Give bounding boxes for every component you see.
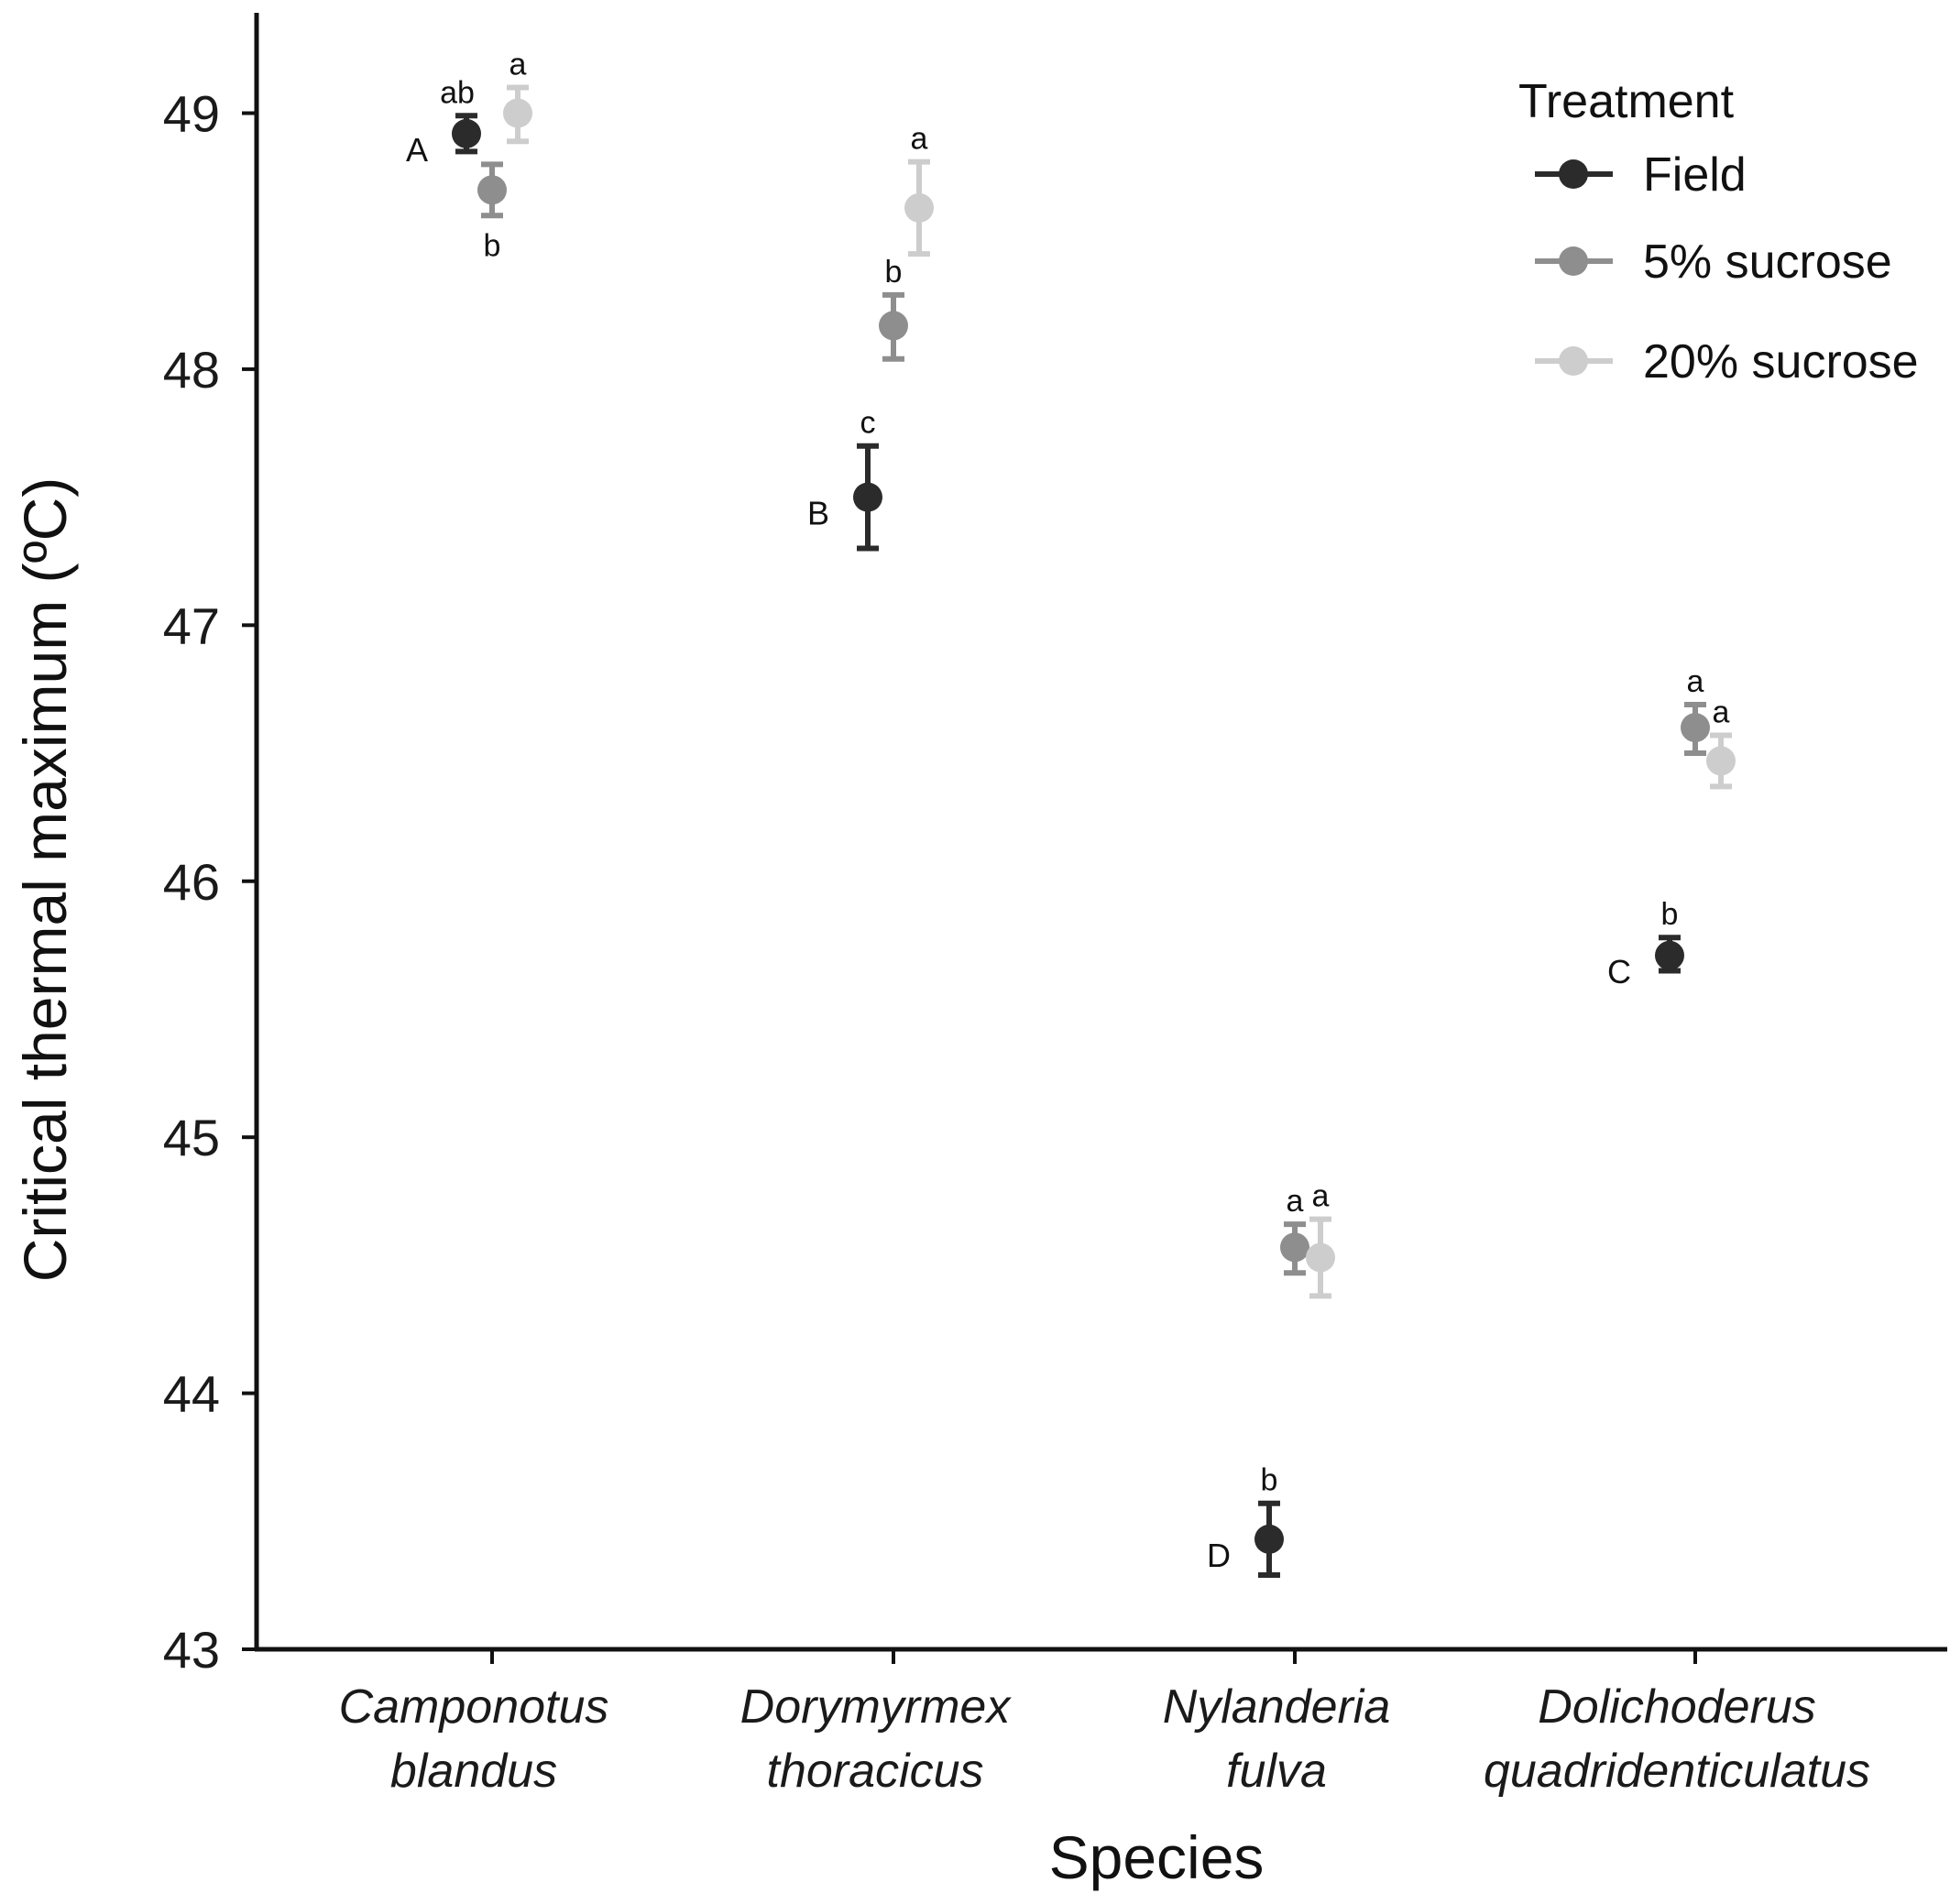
- x-tick-label: Dolichoderus: [1538, 1680, 1816, 1734]
- significance-letter: c: [860, 406, 876, 441]
- data-point: [1655, 940, 1684, 970]
- y-tick-label: 47: [163, 596, 220, 654]
- data-point: [1306, 1242, 1335, 1273]
- x-tick-label: Dorymyrmex: [740, 1680, 1013, 1734]
- legend-entries: Field 5% sucrose 20% sucrose: [1535, 148, 1919, 388]
- error-bars: [455, 84, 1732, 1578]
- data-point: [904, 192, 934, 223]
- significance-letter: a: [1687, 664, 1704, 699]
- x-axis-ticks: Camponotus blandus Dorymyrmex thoracicus Nyl…: [339, 1649, 1870, 1798]
- y-tick-label: 46: [163, 853, 220, 911]
- legend-title: Treatment: [1518, 75, 1735, 128]
- y-axis-title: Critical thermal maximum (ºC): [11, 477, 79, 1283]
- significance-letter: a: [911, 122, 928, 157]
- x-tick-label: blandus: [390, 1745, 557, 1798]
- data-point: [853, 482, 882, 512]
- significance-letter: b: [1261, 1463, 1278, 1498]
- species-group-letter: B: [807, 495, 829, 532]
- data-point: [879, 311, 908, 341]
- significance-letter: a: [509, 48, 527, 82]
- legend-label: 20% sucrose: [1643, 335, 1919, 388]
- significance-letter: a: [1312, 1179, 1330, 1214]
- significance-letter: b: [484, 228, 501, 263]
- legend-key-point: [1559, 159, 1588, 189]
- x-tick-label: quadridenticulatus: [1484, 1745, 1870, 1798]
- data-point: [1681, 713, 1710, 743]
- y-tick-label: 49: [163, 85, 220, 143]
- data-point: [503, 98, 532, 128]
- data-points: [452, 98, 1736, 1554]
- data-point: [1706, 746, 1736, 776]
- species-group-letter: A: [406, 131, 428, 169]
- x-axis-title: Species: [1049, 1823, 1265, 1891]
- y-tick-label: 48: [163, 341, 220, 399]
- y-tick-label: 45: [163, 1109, 220, 1166]
- species-group-letter: C: [1607, 953, 1631, 990]
- data-point: [477, 175, 507, 205]
- legend-label: 5% sucrose: [1643, 235, 1892, 289]
- significance-letter: ab: [440, 75, 475, 110]
- data-point: [1254, 1524, 1284, 1554]
- significance-letter: b: [1661, 897, 1679, 932]
- x-tick-label: Camponotus: [339, 1680, 609, 1734]
- y-axis-ticks: 43 44 45 46 47 48 49: [163, 85, 257, 1679]
- data-point: [452, 118, 481, 148]
- x-tick-label: thoracicus: [767, 1745, 984, 1798]
- y-tick-label: 44: [163, 1365, 220, 1423]
- y-tick-label: 43: [163, 1621, 220, 1679]
- legend: Treatment Field 5% sucrose 20% sucrose: [1518, 75, 1919, 388]
- significance-letter: a: [1287, 1184, 1304, 1219]
- significance-letter: b: [885, 255, 903, 290]
- legend-label: Field: [1643, 148, 1747, 202]
- species-group-letter: D: [1207, 1537, 1231, 1574]
- legend-key-point: [1559, 246, 1588, 276]
- legend-key-point: [1559, 346, 1588, 376]
- x-tick-label: fulva: [1226, 1745, 1327, 1798]
- x-tick-label: Nylanderia: [1163, 1680, 1391, 1734]
- significance-letter: a: [1713, 695, 1730, 729]
- data-point: [1280, 1232, 1309, 1263]
